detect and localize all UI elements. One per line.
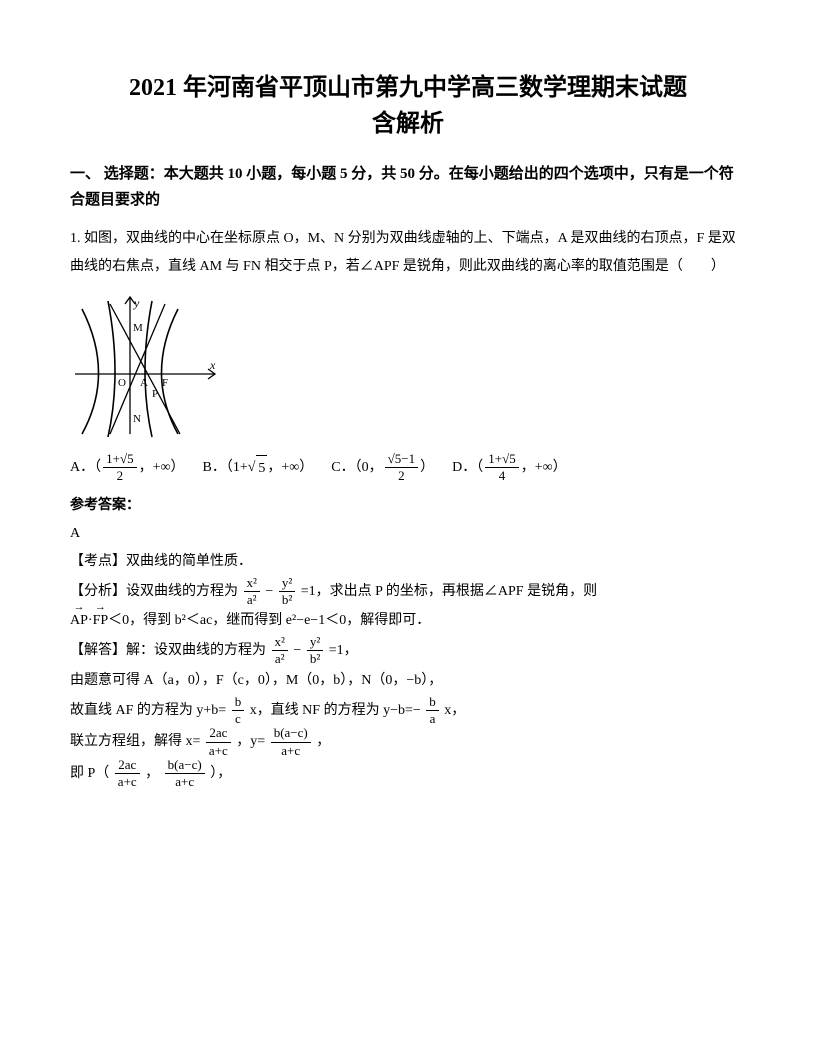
jieda-line4: 联立方程组，解得 x= 2aca+c ，y= b(a−c)a+c ， <box>70 726 746 758</box>
svg-text:y: y <box>133 296 140 310</box>
title-line2: 含解析 <box>372 111 444 137</box>
svg-text:x: x <box>209 358 216 372</box>
svg-text:N: N <box>133 413 141 425</box>
hyperbola-figure: y x M N O A F P <box>70 289 746 444</box>
svg-text:M: M <box>133 322 143 334</box>
svg-text:O: O <box>118 377 126 389</box>
jieda-line3: 故直线 AF 的方程为 y+b= bc x，直线 NF 的方程为 y−b=− b… <box>70 695 746 727</box>
vector-fp: FP <box>93 607 109 635</box>
option-c: C．（0， √5−1 2 ） <box>331 452 434 484</box>
svg-text:F: F <box>162 377 168 389</box>
option-a: A．（ 1+√5 2 ，+∞） <box>70 452 184 484</box>
vector-ap: AP <box>70 607 88 635</box>
hyperbola-svg: y x M N O A F P <box>70 289 220 439</box>
jieda-line2: 由题意可得 A（a，0），F（c，0），M（0，b），N（0，−b）， <box>70 667 746 695</box>
page-title: 2021 年河南省平顶山市第九中学高三数学理期末试题 含解析 <box>70 70 746 142</box>
option-b: B．（1+5，+∞） <box>202 455 313 481</box>
exam-page: 2021 年河南省平顶山市第九中学高三数学理期末试题 含解析 一、 选择题：本大… <box>0 0 816 830</box>
section-header: 一、 选择题：本大题共 10 小题，每小题 5 分，共 50 分。在每小题给出的… <box>70 162 746 213</box>
option-d: D．（ 1+√5 4 ，+∞） <box>452 452 566 484</box>
fenxi-line2: AP·FP＜0，得到 b²＜ac，继而得到 e²−e−1＜0，解得即可． <box>70 607 746 635</box>
q1-options: A．（ 1+√5 2 ，+∞） B．（1+5，+∞） C．（0， √5−1 2 … <box>70 452 746 484</box>
answer-label: 参考答案： <box>70 494 746 514</box>
fenxi-line1: 【分析】设双曲线的方程为 x²a² − y²b² =1，求出点 P 的坐标，再根… <box>70 576 746 608</box>
answer: A <box>70 520 746 548</box>
frac: √5−1 2 <box>385 452 418 484</box>
title-line1: 2021 年河南省平顶山市第九中学高三数学理期末试题 <box>129 75 687 101</box>
kaodian: 【考点】双曲线的简单性质． <box>70 548 746 576</box>
jieda-line1: 【解答】解：设双曲线的方程为 x²a² − y²b² =1， <box>70 635 746 667</box>
jieda-line5: 即 P（ 2aca+c ， b(a−c)a+c ）， <box>70 758 746 790</box>
q1-stem: 1. 如图，双曲线的中心在坐标原点 O，M、N 分别为双曲线虚轴的上、下端点，A… <box>70 225 746 281</box>
frac: 1+√5 4 <box>485 452 518 484</box>
svg-text:P: P <box>152 388 158 400</box>
frac: 1+√5 2 <box>103 452 136 484</box>
svg-text:A: A <box>140 377 148 389</box>
